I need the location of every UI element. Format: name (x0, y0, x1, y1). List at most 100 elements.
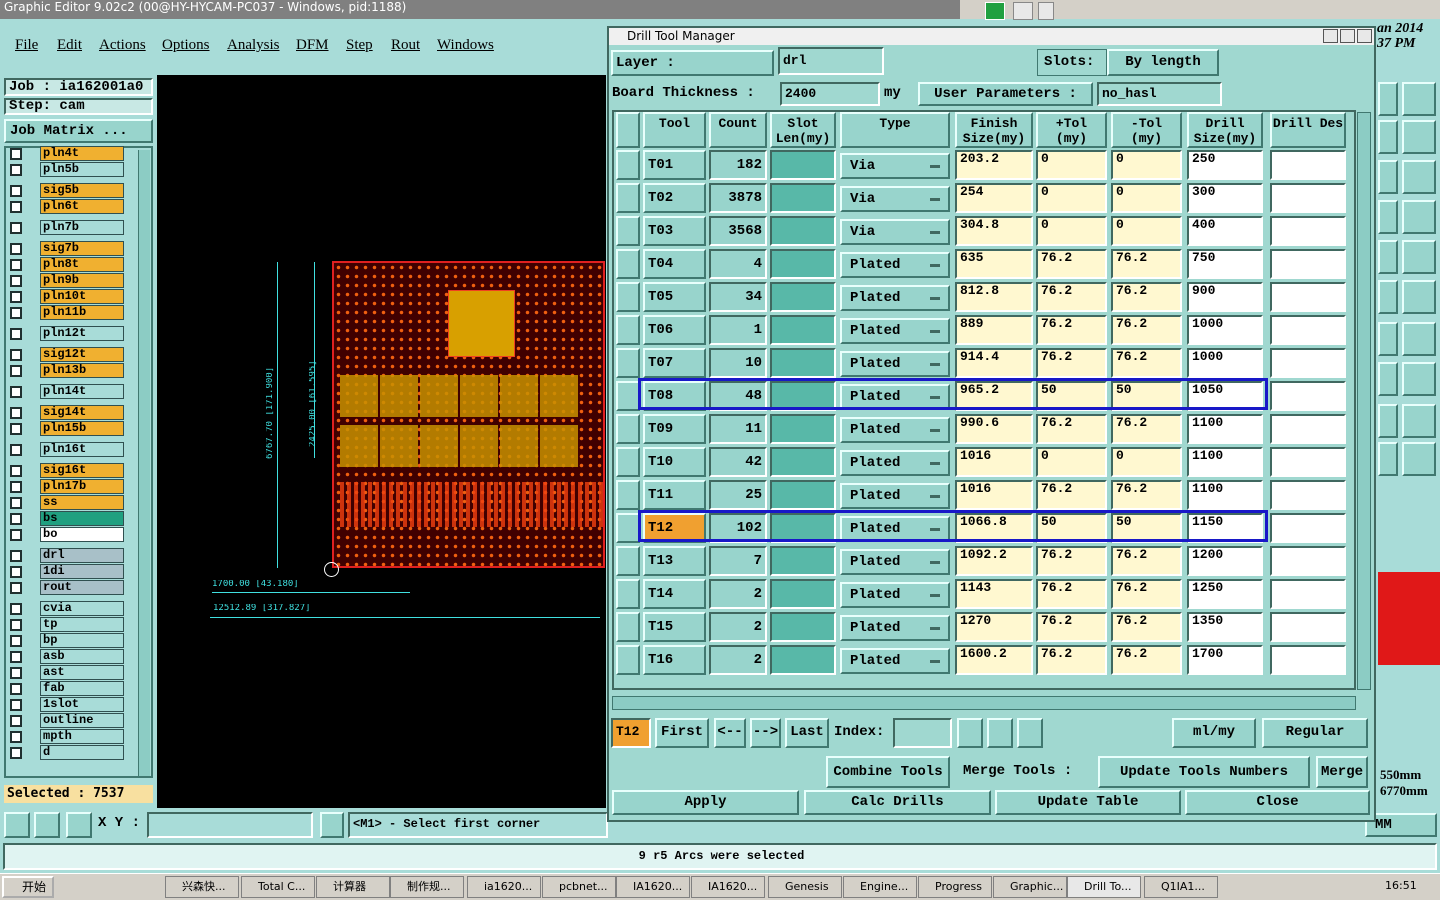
tool-cell[interactable]: T08 (643, 381, 706, 411)
tool-cell[interactable]: T11 (643, 480, 706, 510)
finish-field[interactable]: 254 (955, 183, 1033, 213)
ntol-field[interactable]: 0 (1111, 150, 1182, 180)
apply-button[interactable]: Apply (612, 790, 799, 815)
task-item[interactable]: Engine... (843, 876, 917, 898)
task-item[interactable]: Q1IA1... (1144, 876, 1218, 898)
layer-checkbox[interactable] (10, 481, 22, 493)
task-item[interactable]: ia1620... (467, 876, 541, 898)
layer-checkbox[interactable] (10, 291, 22, 303)
finish-field[interactable]: 1143 (955, 579, 1033, 609)
finish-field[interactable]: 1600.2 (955, 645, 1033, 675)
first-button[interactable]: First (655, 718, 709, 748)
drill-des-field[interactable] (1270, 645, 1346, 675)
combine-button[interactable]: Combine Tools (826, 756, 950, 788)
layer-checkbox[interactable] (10, 148, 22, 160)
update-table-button[interactable]: Update Table (995, 790, 1181, 815)
ptol-field[interactable]: 76.2 (1036, 579, 1107, 609)
right-icon[interactable] (1402, 362, 1436, 396)
menu-item[interactable]: File (15, 37, 39, 53)
ntol-field[interactable]: 76.2 (1111, 282, 1182, 312)
drill-field[interactable]: 900 (1187, 282, 1263, 312)
tool-cell[interactable]: T14 (643, 579, 706, 609)
layer-name[interactable]: tp (40, 617, 124, 632)
tool-button[interactable] (4, 812, 30, 838)
menu-item[interactable]: Analysis (227, 37, 280, 53)
right-icon[interactable] (1402, 200, 1436, 234)
expand-button[interactable] (616, 645, 640, 675)
layer-name[interactable]: pln9b (40, 273, 124, 288)
tool-cell[interactable]: T01 (643, 150, 706, 180)
layer-name[interactable]: sig5b (40, 183, 124, 198)
layer-name[interactable]: pln7b (40, 220, 124, 235)
ntol-field[interactable]: 76.2 (1111, 249, 1182, 279)
drill-des-field[interactable] (1270, 513, 1346, 543)
layer-checkbox[interactable] (10, 222, 22, 234)
layer-name[interactable]: bp (40, 633, 124, 648)
task-item[interactable]: Total C... (241, 876, 315, 898)
drill-des-field[interactable] (1270, 447, 1346, 477)
tool-cell[interactable]: T16 (643, 645, 706, 675)
layer-name[interactable]: d (40, 745, 124, 760)
layer-name[interactable]: drl (40, 548, 124, 563)
drill-des-field[interactable] (1270, 348, 1346, 378)
ptol-field[interactable]: 0 (1036, 183, 1107, 213)
layer-checkbox[interactable] (10, 275, 22, 287)
right-icon[interactable] (1402, 160, 1436, 194)
task-item[interactable]: pcbnet... (542, 876, 616, 898)
expand-button[interactable] (616, 546, 640, 576)
drill-des-field[interactable] (1270, 183, 1346, 213)
layer-name[interactable]: sig7b (40, 241, 124, 256)
expand-button[interactable] (616, 183, 640, 213)
drill-des-field[interactable] (1270, 249, 1346, 279)
drill-field[interactable]: 400 (1187, 216, 1263, 246)
layer-checkbox[interactable] (10, 407, 22, 419)
menu-item[interactable]: Edit (57, 37, 82, 53)
right-icon[interactable] (1378, 442, 1398, 476)
finish-field[interactable]: 990.6 (955, 414, 1033, 444)
layer-name[interactable]: pln5b (40, 162, 124, 177)
ntol-field[interactable]: 76.2 (1111, 579, 1182, 609)
layer-checkbox[interactable] (10, 259, 22, 271)
merge-button[interactable]: Merge (1316, 756, 1368, 788)
update-numbers-combo[interactable]: Update Tools Numbers (1098, 756, 1310, 788)
layer-name[interactable]: pln14t (40, 384, 124, 399)
finish-field[interactable]: 812.8 (955, 282, 1033, 312)
layer-name[interactable]: bo (40, 527, 124, 542)
layer-name[interactable]: pln11b (40, 305, 124, 320)
right-icon[interactable] (1378, 362, 1398, 396)
drill-field[interactable]: 250 (1187, 150, 1263, 180)
icon-button[interactable] (987, 718, 1013, 748)
type-combo[interactable]: Plated (840, 582, 950, 608)
layer-name[interactable]: pln15b (40, 421, 124, 436)
type-combo[interactable]: Plated (840, 615, 950, 641)
thickness-field[interactable]: 2400 (780, 82, 880, 106)
right-icon[interactable] (1378, 160, 1398, 194)
finish-field[interactable]: 965.2 (955, 381, 1033, 411)
layer-name[interactable]: pln16t (40, 442, 124, 457)
layer-checkbox[interactable] (10, 667, 22, 679)
drill-field[interactable]: 1100 (1187, 447, 1263, 477)
ptol-field[interactable]: 50 (1036, 381, 1107, 411)
layer-checkbox[interactable] (10, 185, 22, 197)
prev-button[interactable]: <-- (714, 718, 746, 748)
ptol-field[interactable]: 0 (1036, 150, 1107, 180)
finish-field[interactable]: 1092.2 (955, 546, 1033, 576)
last-button[interactable]: Last (785, 718, 829, 748)
layer-checkbox[interactable] (10, 731, 22, 743)
type-combo[interactable]: Plated (840, 549, 950, 575)
right-icon[interactable] (1402, 404, 1436, 438)
expand-button[interactable] (616, 579, 640, 609)
ptol-field[interactable]: 76.2 (1036, 414, 1107, 444)
type-combo[interactable]: Plated (840, 351, 950, 377)
layer-checkbox[interactable] (10, 635, 22, 647)
tool-cell[interactable]: T05 (643, 282, 706, 312)
layer-name[interactable]: pln6t (40, 199, 124, 214)
drill-des-field[interactable] (1270, 579, 1346, 609)
menu-item[interactable]: DFM (296, 37, 329, 53)
slots-combo[interactable]: By length (1107, 49, 1219, 76)
right-icon[interactable] (1402, 240, 1436, 274)
drill-des-field[interactable] (1270, 150, 1346, 180)
layer-checkbox[interactable] (10, 444, 22, 456)
ntol-field[interactable]: 50 (1111, 381, 1182, 411)
layer-checkbox[interactable] (10, 619, 22, 631)
